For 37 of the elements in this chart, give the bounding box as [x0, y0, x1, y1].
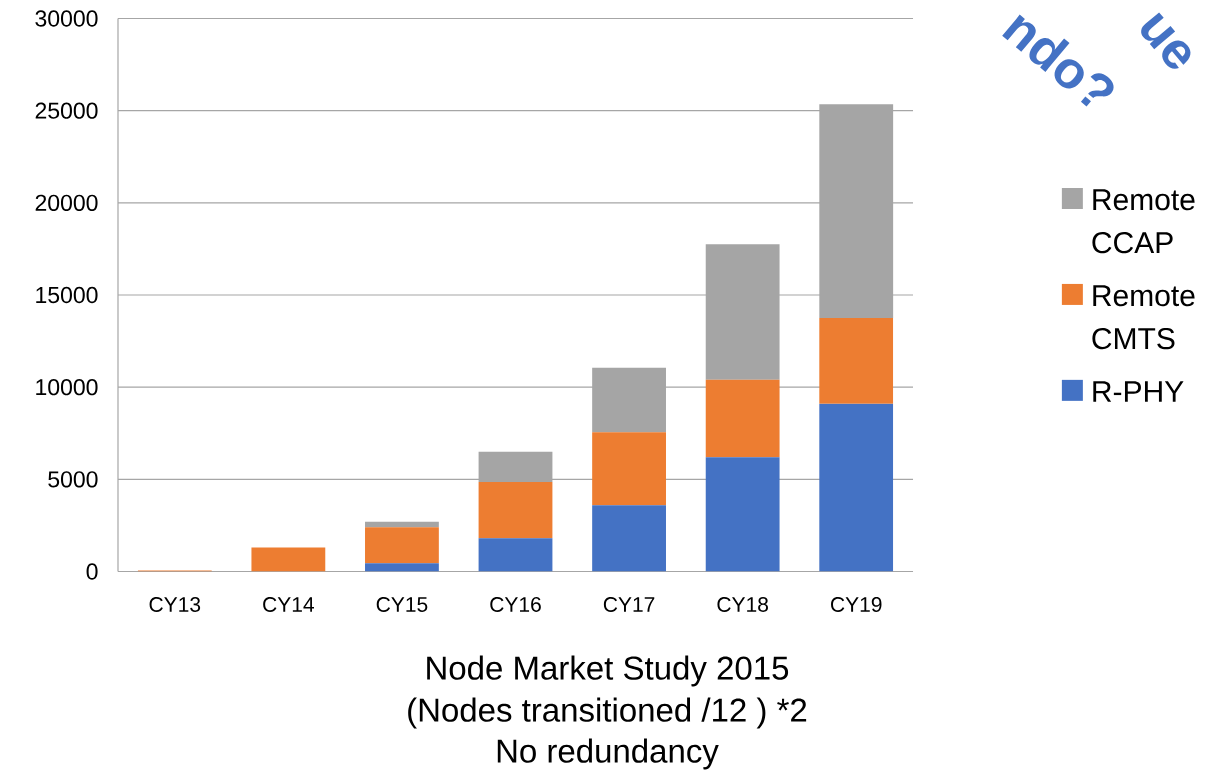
x-tick-label: CY14	[263, 597, 314, 612]
y-tick-label: 5000	[48, 471, 98, 488]
bar	[819, 104, 894, 319]
x-tick-label: CY18	[717, 597, 768, 612]
x-tick-label: CY16	[490, 597, 541, 612]
y-tick-label: 15000	[36, 286, 98, 304]
text: Node Market Study 2015	[427, 655, 789, 687]
bar	[705, 244, 780, 380]
y-tick-label: 30000	[35, 10, 98, 27]
y-tick-label: 25000	[35, 102, 98, 119]
x-tick-label: CY17	[603, 597, 655, 612]
bar	[478, 482, 553, 539]
bar	[592, 432, 666, 506]
text: ue	[1141, 12, 1191, 69]
y-tick-label: 0	[86, 563, 98, 580]
bar	[705, 379, 780, 458]
legend-label: Remote CMTS	[1092, 285, 1195, 350]
bar	[819, 318, 894, 404]
x-tick-label: CY15	[376, 597, 428, 612]
legend-label: Remote CCAP	[1092, 189, 1195, 254]
x-tick-label: CY13	[149, 597, 201, 612]
bar	[705, 457, 780, 572]
bar	[478, 451, 553, 483]
y-tick-label: 10000	[36, 379, 98, 396]
x-tick-label: CY19	[831, 597, 882, 612]
bar	[365, 527, 439, 564]
bar	[251, 547, 326, 572]
legend-label: R-PHY	[1093, 381, 1184, 402]
bar	[365, 563, 439, 572]
bar	[819, 403, 894, 572]
y-tick-label: 20000	[35, 194, 98, 211]
bar	[365, 521, 439, 528]
bar	[478, 538, 553, 572]
bar	[592, 367, 666, 433]
bar	[592, 505, 666, 572]
text: No redundancy	[497, 738, 719, 770]
text: (Nodes transitioned /12 ) *2	[408, 697, 807, 729]
